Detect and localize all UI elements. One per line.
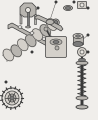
- Ellipse shape: [76, 96, 88, 100]
- Ellipse shape: [53, 41, 59, 44]
- Circle shape: [10, 96, 14, 100]
- Circle shape: [44, 27, 48, 31]
- Bar: [27, 10, 29, 27]
- Ellipse shape: [76, 61, 88, 65]
- Ellipse shape: [73, 33, 83, 39]
- Circle shape: [87, 51, 89, 54]
- Ellipse shape: [25, 26, 30, 28]
- Circle shape: [87, 6, 89, 9]
- Ellipse shape: [9, 50, 15, 56]
- Circle shape: [55, 46, 59, 50]
- Ellipse shape: [76, 105, 88, 109]
- FancyBboxPatch shape: [45, 36, 67, 57]
- Ellipse shape: [75, 35, 80, 37]
- Circle shape: [5, 81, 8, 84]
- Polygon shape: [11, 45, 21, 57]
- Circle shape: [5, 91, 19, 105]
- Circle shape: [8, 94, 16, 102]
- Ellipse shape: [52, 19, 59, 26]
- Ellipse shape: [17, 45, 22, 51]
- Polygon shape: [3, 49, 14, 61]
- Ellipse shape: [46, 19, 54, 24]
- Ellipse shape: [78, 58, 85, 62]
- Circle shape: [2, 88, 22, 108]
- Ellipse shape: [54, 44, 58, 46]
- Circle shape: [73, 0, 75, 3]
- Ellipse shape: [18, 26, 22, 28]
- Ellipse shape: [46, 24, 51, 31]
- Circle shape: [80, 50, 84, 54]
- Ellipse shape: [42, 38, 46, 40]
- Polygon shape: [32, 29, 43, 41]
- Circle shape: [25, 7, 30, 12]
- Ellipse shape: [73, 42, 83, 46]
- Circle shape: [87, 33, 89, 36]
- Ellipse shape: [50, 39, 62, 45]
- Polygon shape: [40, 25, 50, 36]
- Polygon shape: [8, 23, 62, 55]
- Circle shape: [36, 6, 39, 9]
- Polygon shape: [18, 39, 28, 51]
- Polygon shape: [25, 35, 36, 47]
- Circle shape: [78, 48, 87, 57]
- Ellipse shape: [30, 32, 34, 34]
- Polygon shape: [34, 14, 36, 24]
- Circle shape: [54, 0, 58, 3]
- Ellipse shape: [54, 20, 58, 24]
- Ellipse shape: [38, 29, 44, 36]
- Polygon shape: [20, 14, 22, 24]
- Ellipse shape: [24, 40, 30, 46]
- FancyBboxPatch shape: [78, 2, 87, 9]
- Circle shape: [80, 3, 84, 7]
- Polygon shape: [47, 19, 57, 30]
- Ellipse shape: [31, 34, 37, 41]
- Ellipse shape: [65, 6, 70, 9]
- Circle shape: [30, 51, 34, 54]
- Bar: [73, 36, 83, 44]
- Ellipse shape: [64, 6, 73, 11]
- Polygon shape: [20, 3, 36, 17]
- Polygon shape: [35, 15, 63, 31]
